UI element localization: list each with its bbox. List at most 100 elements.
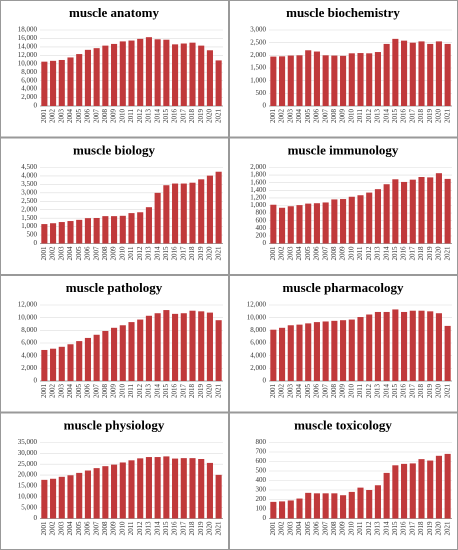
bar bbox=[145, 457, 152, 519]
x-tick-label: 2014 bbox=[153, 384, 161, 399]
bar bbox=[409, 42, 416, 106]
bar bbox=[76, 54, 83, 106]
x-tick-label: 2020 bbox=[206, 246, 214, 261]
y-tick-label: 800 bbox=[256, 438, 267, 446]
x-tick-label: 2021 bbox=[214, 246, 222, 261]
y-tick-label: 800 bbox=[256, 209, 267, 217]
bar bbox=[418, 459, 425, 519]
x-tick-label: 2005 bbox=[304, 246, 312, 261]
bar bbox=[287, 55, 294, 106]
x-tick-label: 2015 bbox=[162, 109, 170, 124]
bar bbox=[348, 491, 355, 519]
x-tick-label: 2001 bbox=[40, 521, 48, 536]
y-tick-label: 4,000 bbox=[250, 351, 266, 359]
bar bbox=[322, 493, 329, 519]
bar bbox=[366, 53, 373, 106]
bar bbox=[93, 48, 100, 106]
bar bbox=[279, 327, 286, 381]
x-tick-label: 2012 bbox=[136, 384, 144, 399]
x-tick-label: 2006 bbox=[84, 384, 92, 399]
x-tick-label: 2012 bbox=[365, 384, 373, 399]
bar bbox=[41, 224, 48, 244]
x-tick-label: 2015 bbox=[162, 521, 170, 536]
bar bbox=[84, 337, 91, 381]
panel-border bbox=[0, 0, 229, 138]
bar bbox=[366, 314, 373, 381]
bar bbox=[50, 60, 57, 106]
chart-title: muscle biochemistry bbox=[286, 5, 400, 20]
x-tick-label: 2007 bbox=[321, 384, 329, 399]
chart-title: muscle pathology bbox=[66, 280, 163, 295]
x-tick-label: 2005 bbox=[304, 384, 312, 399]
x-tick-label: 2002 bbox=[278, 109, 286, 124]
bar bbox=[84, 470, 91, 519]
x-tick-label: 2007 bbox=[92, 521, 100, 536]
bar bbox=[172, 44, 179, 106]
y-tick-label: 5,000 bbox=[21, 503, 37, 511]
y-tick-label: 1,600 bbox=[250, 178, 266, 186]
bar bbox=[137, 319, 144, 381]
x-tick-label: 2011 bbox=[127, 521, 135, 535]
x-tick-label: 2017 bbox=[408, 109, 416, 124]
bar bbox=[163, 185, 170, 244]
x-tick-label: 2007 bbox=[92, 109, 100, 124]
x-tick-label: 2005 bbox=[75, 521, 83, 536]
bar bbox=[111, 327, 118, 381]
y-tick-label: 700 bbox=[256, 448, 267, 456]
y-tick-label: 2,500 bbox=[250, 38, 266, 46]
x-tick-label: 2001 bbox=[40, 109, 48, 124]
x-tick-label: 2004 bbox=[295, 109, 303, 124]
x-tick-label: 2019 bbox=[426, 109, 434, 124]
y-tick-label: 14,000 bbox=[18, 42, 38, 50]
x-tick-label: 2003 bbox=[57, 246, 65, 261]
bar bbox=[444, 178, 451, 244]
x-tick-label: 2002 bbox=[49, 246, 57, 261]
bar bbox=[409, 179, 416, 244]
x-tick-label: 2005 bbox=[75, 384, 83, 399]
x-tick-label: 2010 bbox=[118, 384, 126, 399]
bar bbox=[357, 195, 364, 244]
bar bbox=[67, 344, 74, 381]
bar bbox=[348, 196, 355, 244]
bar bbox=[270, 204, 277, 244]
x-tick-label: 2004 bbox=[295, 521, 303, 536]
x-tick-label: 2006 bbox=[313, 384, 321, 399]
x-tick-label: 2018 bbox=[188, 109, 196, 124]
y-tick-label: 1,200 bbox=[250, 194, 266, 202]
bar bbox=[392, 38, 399, 106]
x-tick-label: 2016 bbox=[171, 521, 179, 536]
x-tick-label: 2005 bbox=[75, 246, 83, 261]
bar bbox=[296, 55, 303, 106]
x-tick-label: 2017 bbox=[408, 521, 416, 536]
x-tick-label: 2016 bbox=[400, 246, 408, 261]
bar bbox=[322, 55, 329, 106]
x-tick-label: 2002 bbox=[49, 521, 57, 536]
x-tick-label: 2019 bbox=[197, 384, 205, 399]
bar bbox=[180, 43, 187, 106]
y-tick-label: 4,500 bbox=[21, 163, 37, 171]
x-tick-label: 2007 bbox=[92, 384, 100, 399]
bar bbox=[331, 320, 338, 381]
y-tick-label: 16,000 bbox=[18, 34, 38, 42]
bar bbox=[270, 56, 277, 106]
bar bbox=[305, 203, 312, 244]
x-tick-label: 2014 bbox=[382, 384, 390, 399]
bar bbox=[340, 495, 347, 519]
chart-title: muscle immunology bbox=[288, 142, 399, 157]
x-tick-label: 2018 bbox=[417, 384, 425, 399]
x-tick-label: 2015 bbox=[162, 384, 170, 399]
x-tick-label: 2014 bbox=[153, 521, 161, 536]
bar bbox=[279, 207, 286, 244]
x-tick-label: 2008 bbox=[330, 384, 338, 399]
y-tick-label: 300 bbox=[256, 486, 267, 494]
y-tick-label: 12,000 bbox=[247, 301, 267, 309]
x-tick-label: 2009 bbox=[339, 384, 347, 399]
x-tick-label: 2005 bbox=[75, 109, 83, 124]
y-tick-label: 10,000 bbox=[247, 313, 267, 321]
bar bbox=[102, 45, 109, 106]
x-tick-label: 2020 bbox=[435, 521, 443, 536]
bar bbox=[374, 52, 381, 106]
bar bbox=[313, 203, 320, 244]
x-tick-label: 2015 bbox=[391, 384, 399, 399]
bar bbox=[119, 41, 126, 106]
